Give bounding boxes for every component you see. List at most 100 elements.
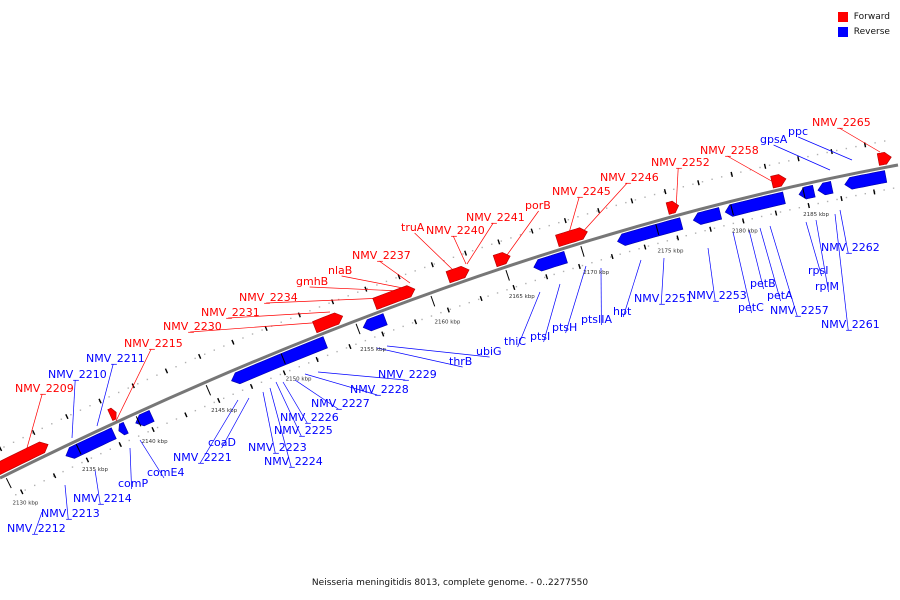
- guide-dot: [70, 413, 72, 416]
- guide-dot: [605, 207, 608, 209]
- guide-dot: [610, 256, 612, 258]
- reverse-gene-3: [231, 336, 328, 385]
- forward-gene-8: [770, 174, 787, 189]
- guide-dot: [462, 253, 464, 255]
- gene-label-thrb: thrB: [449, 355, 472, 368]
- guide-dot: [534, 279, 536, 282]
- gene-label-nmv-2265-leader: [839, 127, 881, 153]
- guide-tick: [741, 218, 745, 224]
- gene-label-gmhb: gmhB: [296, 275, 328, 288]
- guide-dot: [137, 383, 139, 385]
- genome-caption: Neisseria meningitidis 8013, complete ge…: [311, 578, 589, 588]
- guide-dot: [251, 333, 254, 335]
- guide-dot: [701, 181, 704, 183]
- reverse-gene-4: [362, 313, 388, 332]
- gene-label-nmv-2240-leader: [452, 235, 467, 265]
- guide-tick: [545, 274, 549, 280]
- gene-label-nmv-2223-leader: [262, 391, 276, 454]
- forward-gene-9: [876, 151, 892, 166]
- guide-dot: [299, 313, 302, 316]
- gene-label-gpsa-leader: [773, 144, 831, 171]
- scale-tick: [205, 384, 212, 396]
- guide-dot: [194, 357, 196, 360]
- guide-dot: [260, 381, 263, 383]
- guide-tick: [840, 195, 843, 202]
- guide-dot: [694, 232, 697, 234]
- scale-tick-label: 2135 kbp: [82, 467, 108, 473]
- gene-label-gpsa: gpsA: [760, 133, 788, 146]
- guide-dot: [615, 204, 617, 207]
- guide-dot: [376, 284, 378, 286]
- reverse-gene-1: [118, 421, 129, 436]
- guide-dot: [440, 311, 442, 314]
- guide-dot: [137, 435, 140, 437]
- guide-dot: [347, 295, 349, 297]
- gene-label-thic-leader: [517, 291, 541, 348]
- reverse-gene-6: [617, 217, 684, 246]
- guide-tick: [610, 253, 614, 260]
- gene-label-nmv-2213: NMV_2213: [41, 507, 100, 520]
- forward-gene-4: [445, 265, 470, 284]
- guide-dot: [673, 188, 675, 191]
- guide-dot: [778, 162, 780, 164]
- guide-dot: [355, 343, 357, 345]
- guide-dot: [213, 349, 215, 351]
- gene-label-ubig-leader: [386, 345, 490, 358]
- gene-label-nmv-2262-leader: [839, 209, 849, 254]
- guide-tick: [85, 457, 90, 463]
- guide-dot: [459, 305, 461, 307]
- guide-dot: [692, 183, 694, 185]
- scale-tick-label: 2170 kbp: [583, 270, 609, 276]
- gene-label-nmv-2252: NMV_2252: [651, 156, 710, 169]
- gene-label-nmv-2262: NMV_2262: [821, 241, 880, 254]
- guide-tick: [414, 319, 418, 325]
- reverse-gene-11: [844, 170, 888, 190]
- gene-label-nmv-2210-leader: [71, 379, 76, 439]
- gene-label-come4-leader: [139, 439, 165, 479]
- guide-dot: [713, 227, 716, 229]
- scale-tick: [730, 204, 734, 216]
- scale-tick-label: 2145 kbp: [211, 408, 237, 414]
- guide-dot: [328, 302, 330, 304]
- gene-label-nmv-2224-leader: [269, 387, 292, 468]
- legend-reverse: Reverse: [837, 24, 890, 39]
- guide-tick: [774, 210, 778, 216]
- scale-tick-label: 2180 kbp: [732, 229, 758, 235]
- guide-dot: [232, 393, 234, 395]
- legend-forward: Forward: [837, 9, 890, 24]
- gene-label-coad-leader: [221, 397, 250, 449]
- guide-tick: [563, 218, 567, 224]
- guide-tick: [164, 368, 169, 374]
- guide-dot: [424, 266, 426, 269]
- gene-label-nmv-2241-leader: [466, 222, 494, 265]
- guide-dot: [452, 256, 455, 259]
- guide-dot: [430, 315, 433, 317]
- guide-dot: [807, 155, 809, 158]
- guide-tick: [497, 239, 501, 245]
- guide-dot: [789, 209, 791, 211]
- scale-tick: [135, 416, 142, 427]
- guide-dot: [374, 336, 376, 338]
- guide-tick: [479, 295, 483, 302]
- guide-dot: [619, 253, 621, 255]
- guide-dot: [647, 245, 650, 247]
- gene-label-nmv-2211: NMV_2211: [86, 352, 145, 365]
- guide-tick: [65, 414, 69, 420]
- gene-label-nmv-2246: NMV_2246: [600, 171, 659, 184]
- guide-dot: [740, 171, 742, 173]
- guide-tick: [446, 307, 450, 313]
- guide-dot: [487, 295, 489, 297]
- guide-dot: [883, 140, 886, 142]
- guide-dot: [146, 378, 149, 381]
- gene-label-nmv-2225: NMV_2225: [274, 424, 333, 437]
- gene-label-nmv-2224: NMV_2224: [264, 455, 323, 468]
- legend-reverse-label: Reverse: [853, 26, 890, 37]
- gene-label-nmv-2265: NMV_2265: [812, 116, 871, 129]
- guide-dot: [309, 310, 311, 312]
- gene-label-nmv-2221: NMV_2221: [173, 451, 232, 464]
- guide-dot: [496, 292, 499, 294]
- gene-label-nmv-2261: NMV_2261: [821, 318, 880, 331]
- guide-dot: [759, 166, 761, 169]
- guide-dot: [666, 240, 669, 242]
- guide-dot: [826, 151, 828, 154]
